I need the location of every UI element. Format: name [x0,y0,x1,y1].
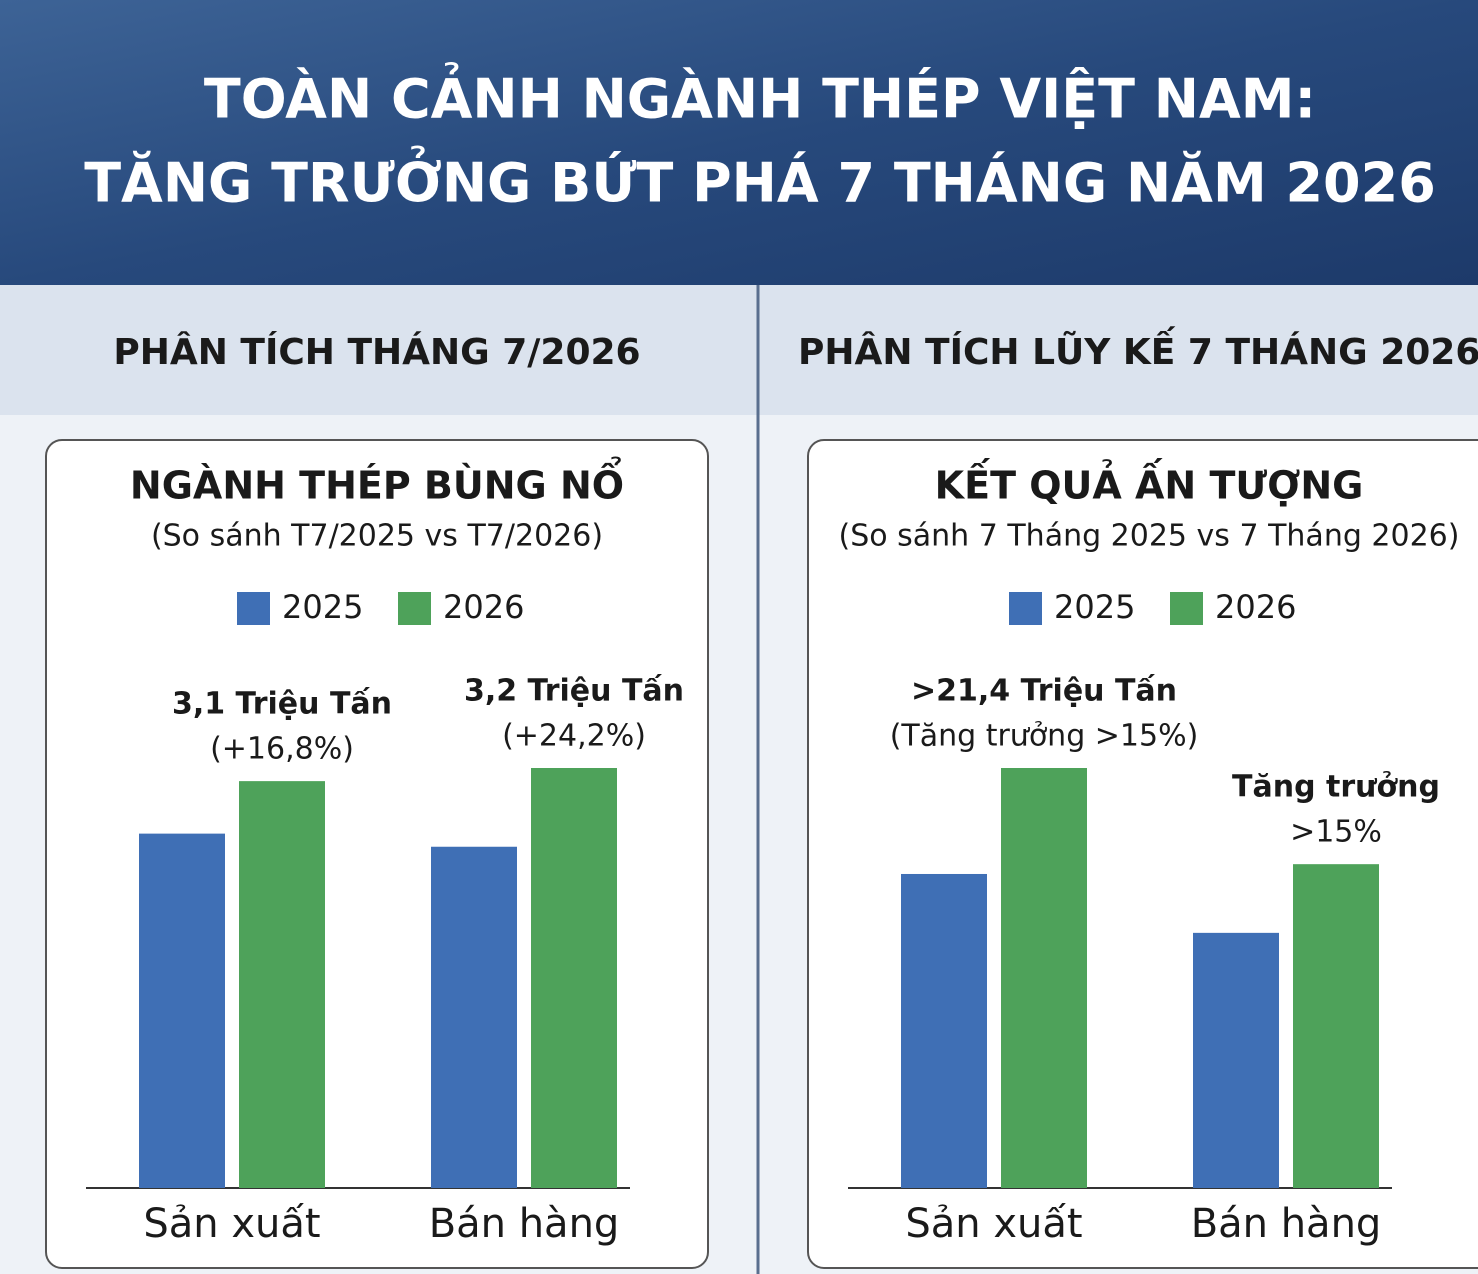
title-line: TĂNG TRƯỞNG BỨT PHÁ 7 THÁNG NĂM 2026 [84,147,1436,215]
value-label: Tăng trưởng [1232,770,1440,805]
bar [431,846,517,1188]
value-label: >21,4 Triệu Tấn [911,674,1177,709]
annotation: (Tăng trưởng >15%) [890,719,1199,754]
legend-label: 2026 [1215,588,1296,626]
value-label: 3,2 Triệu Tấn [464,674,684,709]
legend-label: 2025 [282,588,363,626]
value-label: 3,1 Triệu Tấn [172,687,392,722]
bar [1293,864,1379,1188]
x-tick-label: Sản xuất [905,1201,1082,1247]
bar [239,781,325,1188]
legend-swatch [237,592,270,625]
header-band [0,0,1478,285]
chart-subtitle: (So sánh T7/2025 vs T7/2026) [151,519,603,554]
bar [1193,932,1279,1188]
legend-label: 2025 [1054,588,1135,626]
legend-swatch [1170,592,1203,625]
title-line: TOÀN CẢNH NGÀNH THÉP VIỆT NAM: [204,63,1316,131]
x-tick-label: Bán hàng [1191,1201,1382,1247]
legend-label: 2026 [443,588,524,626]
bar [901,873,987,1188]
bar [531,768,617,1188]
annotation: (+16,8%) [210,732,354,767]
bar [1001,768,1087,1188]
chart-title: NGÀNH THÉP BÙNG NỔ [130,458,624,508]
legend-swatch [398,592,431,625]
legend-swatch [1009,592,1042,625]
section-band [0,285,1478,415]
annotation: (+24,2%) [502,719,646,754]
bar [139,833,225,1188]
chart-title: KẾT QUẢ ẤN TƯỢNG [935,459,1364,508]
x-tick-label: Sản xuất [143,1201,320,1247]
x-tick-label: Bán hàng [429,1201,620,1247]
section-heading: PHÂN TÍCH THÁNG 7/2026 [113,331,640,373]
annotation: >15% [1290,815,1382,850]
section-heading: PHÂN TÍCH LŨY KẾ 7 THÁNG 2026 [798,326,1478,373]
chart-subtitle: (So sánh 7 Tháng 2025 vs 7 Tháng 2026) [839,519,1460,554]
